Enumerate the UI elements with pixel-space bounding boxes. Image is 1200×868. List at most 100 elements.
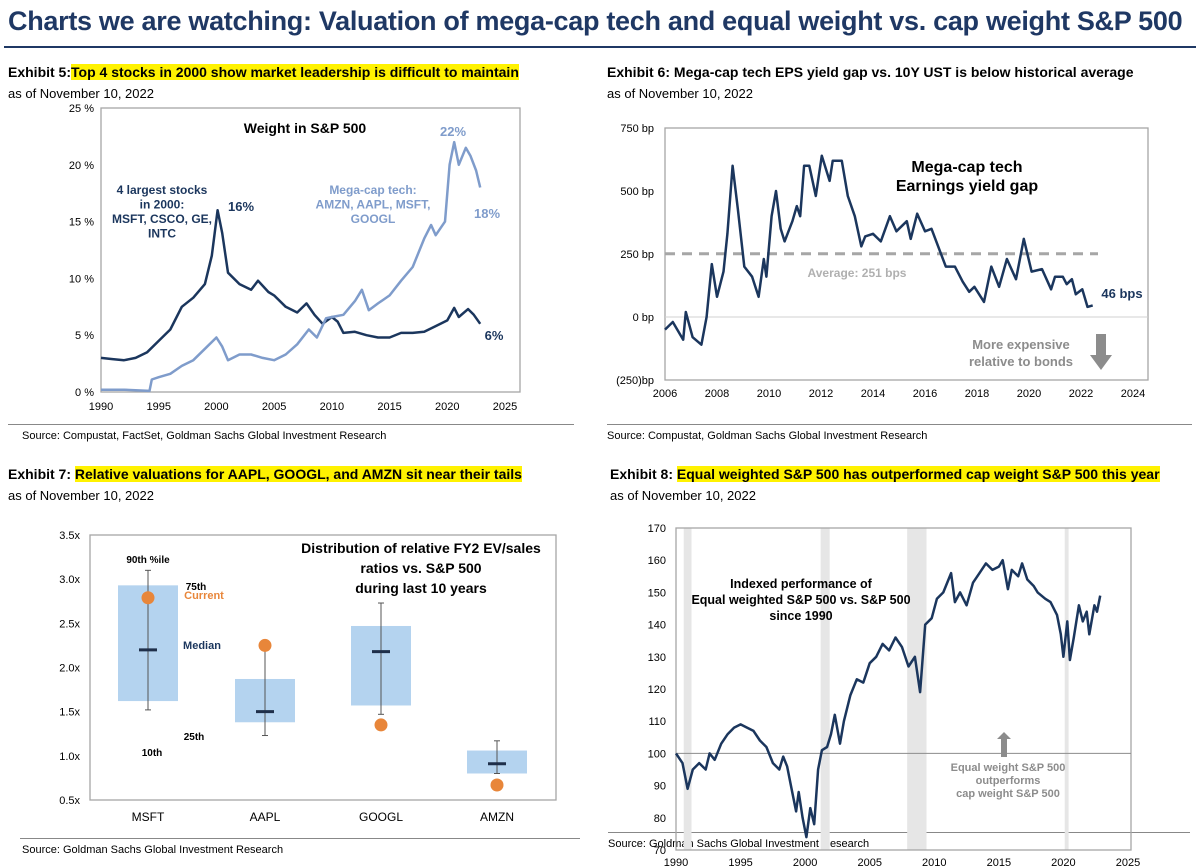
annotation-top4: MSFT, CSCO, GE,	[112, 212, 212, 226]
weight-x-tick-label: 2020	[435, 401, 459, 413]
legend-p25: 25th	[184, 732, 205, 743]
exhibit-label: Exhibit 7:	[8, 466, 72, 482]
chart-title: Weight in S&P 500	[244, 120, 367, 136]
exhibit-8-source: Source: Goldman Sachs Global Investment …	[608, 838, 870, 850]
annotation-outperforms: Equal weight S&P 500	[951, 762, 1066, 774]
ew-perf-x-tick-label: 2000	[793, 857, 817, 868]
category-label: MSFT	[132, 810, 165, 824]
ev-sales-y-tick-label: 1.0x	[59, 751, 80, 763]
series-line-megacap-tech	[101, 140, 482, 393]
weight-y-tick-label: 10 %	[69, 273, 94, 285]
exhibit-title: Mega-cap tech EPS yield gap vs. 10Y UST …	[673, 64, 1134, 80]
annotation-top4: 4 largest stocks	[117, 183, 208, 197]
page-title: Charts we are watching: Valuation of meg…	[8, 6, 1183, 36]
ev-sales-y-tick-label: 0.5x	[59, 795, 80, 807]
chart-title: during last 10 years	[355, 580, 487, 596]
weight-y-tick-label: 25 %	[69, 103, 94, 115]
eps-gap-y-tick-label: 750 bp	[620, 123, 654, 135]
plot-frame	[675, 527, 1132, 851]
ev-sales-y-tick-label: 2.0x	[59, 663, 80, 675]
source-divider	[607, 424, 1192, 425]
exhibit-8-heading: Exhibit 8: Equal weighted S&P 500 has ou…	[610, 466, 1160, 482]
ew-perf-y-tick-label: 70	[654, 845, 666, 857]
eps-gap-x-tick-label: 2022	[1069, 388, 1093, 400]
exhibit-5-source: Source: Compustat, FactSet, Goldman Sach…	[22, 430, 387, 442]
weight-x-tick-label: 2000	[204, 401, 228, 413]
ew-perf-y-tick-label: 120	[648, 684, 666, 696]
current-marker	[374, 718, 388, 732]
exhibit-6-heading: Exhibit 6: Mega-cap tech EPS yield gap v…	[607, 64, 1134, 80]
exhibit-label: Exhibit 6:	[607, 64, 671, 80]
exhibit-6-date: as of November 10, 2022	[607, 86, 753, 101]
exhibit-title: Relative valuations for AAPL, GOOGL, and…	[74, 466, 522, 482]
annotation-expensive: relative to bonds	[969, 354, 1073, 369]
ew-perf-x-tick-label: 2020	[1051, 857, 1075, 868]
eps-gap-x-tick-label: 2006	[653, 388, 677, 400]
ev-sales-y-tick-label: 2.5x	[59, 618, 80, 630]
series-line-top4-2000	[100, 208, 482, 362]
ew-perf-y-tick-label: 100	[648, 748, 666, 760]
ew-perf-y-tick-label: 170	[648, 523, 666, 535]
exhibit-6-source: Source: Compustat, Goldman Sachs Global …	[607, 430, 928, 442]
data-label-6pct: 6%	[485, 328, 504, 343]
ew-perf-x-tick-label: 2025	[1116, 857, 1140, 868]
arrow-down-icon	[1090, 334, 1112, 370]
exhibit-label: Exhibit 8:	[610, 466, 674, 482]
exhibit-5-date: as of November 10, 2022	[8, 86, 154, 101]
exhibit-title: Equal weighted S&P 500 has outperformed …	[676, 466, 1160, 482]
annotation-top4: in 2000:	[140, 198, 185, 212]
ew-perf-y-tick-label: 90	[654, 781, 666, 793]
title-divider	[4, 46, 1196, 48]
category-label: GOOGL	[359, 810, 403, 824]
eps-gap-x-tick-label: 2016	[913, 388, 937, 400]
chart-title: since 1990	[769, 609, 832, 623]
ew-perf-y-tick-label: 80	[654, 813, 666, 825]
recession-band	[683, 528, 692, 850]
source-divider	[20, 838, 580, 839]
weight-x-tick-label: 1990	[89, 401, 113, 413]
annotation-megacap: AMZN, AAPL, MSFT,	[316, 198, 431, 212]
exhibit-5-heading: Exhibit 5:Top 4 stocks in 2000 show mark…	[8, 64, 519, 80]
ev-sales-y-tick-label: 3.5x	[59, 530, 80, 542]
weight-x-tick-label: 2005	[262, 401, 286, 413]
current-marker	[258, 638, 272, 652]
arrow-up-icon	[997, 732, 1011, 757]
chart-title: Earnings yield gap	[896, 178, 1038, 195]
chart-title: ratios vs. S&P 500	[360, 560, 481, 576]
legend-p10: 10th	[142, 748, 163, 759]
weight-y-tick-label: 20 %	[69, 160, 94, 172]
legend-median: Median	[183, 640, 221, 652]
eps-gap-x-tick-label: 2018	[965, 388, 989, 400]
eps-gap-x-tick-label: 2012	[809, 388, 833, 400]
eps-gap-x-tick-label: 2008	[705, 388, 729, 400]
weight-y-tick-label: 5 %	[75, 330, 94, 342]
legend-current: Current	[184, 590, 224, 602]
eps-gap-y-tick-label: 250 bp	[620, 249, 654, 261]
eps-gap-y-tick-label: (250)bp	[616, 375, 654, 387]
recession-band	[907, 528, 927, 850]
ew-perf-y-tick-label: 140	[648, 620, 666, 632]
ev-sales-y-tick-label: 1.5x	[59, 707, 80, 719]
recession-band	[820, 528, 830, 850]
data-label-22pct: 22%	[440, 124, 466, 139]
weight-x-tick-label: 2015	[377, 401, 401, 413]
exhibit-title: Top 4 stocks in 2000 show market leaders…	[71, 64, 519, 80]
ev-sales-y-tick-label: 3.0x	[59, 574, 80, 586]
legend-p75: 75th	[186, 582, 207, 593]
exhibit-7-date: as of November 10, 2022	[8, 488, 154, 503]
source-divider	[608, 832, 1190, 833]
exhibit-8-date: as of November 10, 2022	[610, 488, 756, 503]
ew-perf-y-tick-label: 160	[648, 555, 666, 567]
weight-y-tick-label: 15 %	[69, 217, 94, 229]
category-label: AAPL	[250, 810, 281, 824]
exhibit-label: Exhibit 5:	[8, 64, 72, 80]
annotation-outperforms: outperforms	[976, 775, 1041, 787]
current-marker	[490, 778, 504, 792]
ew-perf-x-tick-label: 2010	[922, 857, 946, 868]
eps-gap-x-tick-label: 2014	[861, 388, 885, 400]
ew-perf-x-tick-label: 1995	[728, 857, 752, 868]
legend-p90: 90th %ile	[126, 555, 170, 566]
eps-gap-x-tick-label: 2020	[1017, 388, 1041, 400]
plot-frame	[89, 534, 557, 801]
